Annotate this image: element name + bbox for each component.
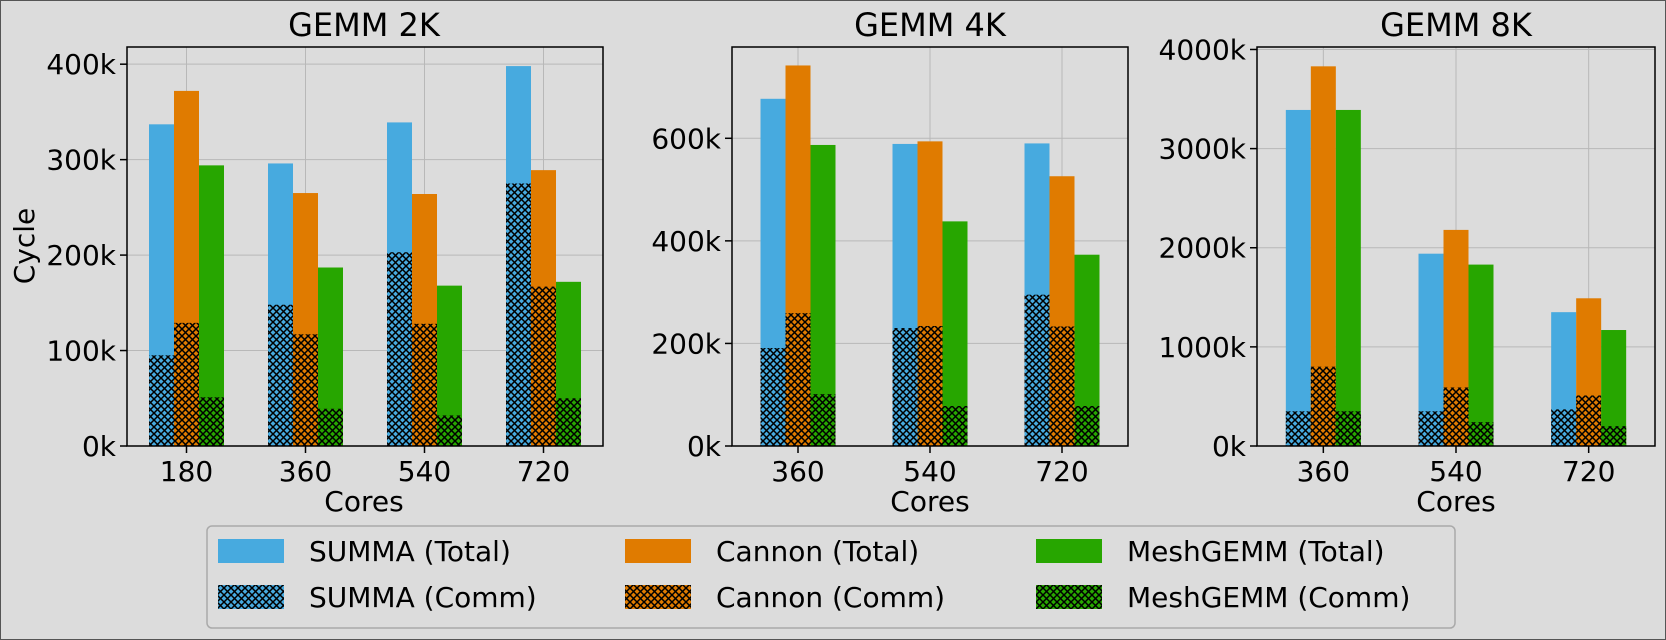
legend-label: MeshGEMM (Total)	[1127, 535, 1385, 568]
panel-title-gemm-8k: GEMM 8K	[1380, 6, 1533, 44]
y-tick-label: 100k	[46, 335, 116, 368]
x-tick-label: 360	[771, 455, 824, 488]
bar-meshgemm-comm-hatch	[1335, 411, 1361, 446]
legend-label: MeshGEMM (Comm)	[1127, 581, 1410, 614]
panel-0: 0k 100k 200k 300k 400k 180 360 540 720	[46, 46, 604, 488]
x-tick-label: 720	[517, 455, 570, 488]
y-tick-label: 600k	[651, 122, 721, 155]
y-tick-label: 300k	[46, 144, 116, 177]
x-tick-label: 180	[160, 455, 213, 488]
bar-meshgemm-comm-hatch	[1468, 422, 1494, 446]
bar-summa-comm-hatch	[387, 252, 412, 446]
axes-frame	[731, 46, 1129, 447]
legend-label: SUMMA (Comm)	[309, 581, 537, 614]
bar-meshgemm-comm-hatch	[437, 415, 462, 446]
legend-item: Cannon (Total)	[625, 535, 919, 568]
legend-item: SUMMA (Total)	[218, 535, 511, 568]
legend-swatch	[218, 539, 284, 563]
bar-meshgemm-total	[1335, 109, 1361, 447]
bar-cannon-comm-hatch	[1443, 387, 1469, 446]
x-tick-label: 540	[398, 455, 451, 488]
legend-label: Cannon (Comm)	[716, 581, 945, 614]
legend-item: MeshGEMM (Total)	[1036, 535, 1385, 568]
y-tick-label: 3000k	[1159, 133, 1247, 166]
bar-cannon-comm-hatch	[917, 325, 943, 446]
y-tick-label: 0k	[82, 430, 117, 463]
x-tick-label: 360	[1297, 455, 1350, 488]
bar-meshgemm-comm-hatch	[199, 397, 224, 446]
y-tick-label: 200k	[46, 239, 116, 272]
y-tick-label: 400k	[651, 225, 721, 258]
legend-frame	[206, 525, 1456, 629]
bar-summa-comm-hatch	[760, 348, 786, 446]
y-tick-label: 0k	[687, 430, 722, 463]
legend-label: SUMMA (Total)	[309, 535, 511, 568]
bar-cannon-comm-hatch	[1576, 395, 1602, 446]
legend-label: Cannon (Total)	[716, 535, 919, 568]
legend-swatch-hatch	[218, 585, 284, 609]
legend-swatch-hatch	[1036, 585, 1102, 609]
panel-2: 0k 1000k 2000k 3000k 4000k 360 540 720	[1159, 33, 1656, 488]
bar-meshgemm-comm-hatch	[810, 394, 836, 446]
y-tick-label: 400k	[46, 48, 116, 81]
y-tick-label: 2000k	[1159, 232, 1247, 265]
panel-title-gemm-4k: GEMM 4K	[854, 6, 1007, 44]
y-tick-label: 0k	[1212, 430, 1247, 463]
bar-cannon-comm-hatch	[293, 334, 318, 446]
x-tick-label: 720	[1562, 455, 1615, 488]
bar-cannon-comm-hatch	[531, 286, 556, 446]
bar-cannon-comm-hatch	[174, 322, 199, 446]
x-axis-label-gemm-4k: Cores	[890, 485, 969, 518]
legend-swatch	[1036, 539, 1102, 563]
legend-items: SUMMA (Total) SUMMA (Comm) Cannon (Total) C…	[218, 535, 1410, 614]
bar-summa-comm-hatch	[268, 304, 293, 446]
x-axis-label-gemm-2k: Cores	[324, 485, 403, 518]
bar-meshgemm-comm-hatch	[1601, 426, 1627, 446]
bar-summa-comm-hatch	[1024, 294, 1050, 446]
bar-meshgemm-comm-hatch	[556, 398, 581, 446]
x-tick-label: 540	[903, 455, 956, 488]
x-tick-label: 540	[1429, 455, 1482, 488]
panel-1: 0k 200k 400k 600k 360 540 720	[651, 46, 1129, 488]
legend: SUMMA (Total) SUMMA (Comm) Cannon (Total) C…	[206, 525, 1456, 629]
bar-summa-comm-hatch	[892, 328, 918, 446]
chart-panels: 0k 100k 200k 300k 400k 180 360 540 720 0k 200k 400k…	[46, 33, 1656, 488]
legend-item: Cannon (Comm)	[625, 581, 945, 614]
bar-summa-comm-hatch	[1418, 411, 1444, 446]
bar-cannon-comm-hatch	[1049, 326, 1075, 446]
legend-swatch	[625, 539, 691, 563]
bar-cannon-comm-hatch	[412, 323, 437, 446]
legend-item: MeshGEMM (Comm)	[1036, 581, 1410, 614]
y-tick-label: 200k	[651, 327, 721, 360]
legend-swatch-hatch	[625, 585, 691, 609]
axes-frame	[1256, 46, 1656, 447]
legend-item: SUMMA (Comm)	[218, 581, 537, 614]
x-tick-label: 720	[1035, 455, 1088, 488]
y-tick-label: 1000k	[1159, 331, 1247, 364]
bar-summa-comm-hatch	[506, 183, 531, 446]
bar-summa-comm-hatch	[149, 355, 174, 446]
bar-summa-comm-hatch	[1285, 411, 1311, 446]
bar-meshgemm-total	[1468, 264, 1494, 446]
y-tick-label: 4000k	[1159, 33, 1247, 66]
bar-cannon-comm-hatch	[1310, 366, 1336, 446]
bar-summa-comm-hatch	[1551, 409, 1577, 446]
bar-cannon-comm-hatch	[785, 313, 811, 446]
bar-meshgemm-comm-hatch	[1074, 405, 1100, 446]
x-tick-label: 360	[279, 455, 332, 488]
x-axis-label-gemm-8k: Cores	[1416, 485, 1495, 518]
bar-meshgemm-comm-hatch	[942, 405, 968, 446]
bar-summa-total	[1285, 109, 1311, 447]
axes-frame	[126, 46, 604, 447]
panel-title-gemm-2k: GEMM 2K	[288, 6, 441, 44]
bar-meshgemm-comm-hatch	[318, 408, 343, 446]
y-axis-label-gemm-2k: Cycle	[8, 208, 41, 285]
